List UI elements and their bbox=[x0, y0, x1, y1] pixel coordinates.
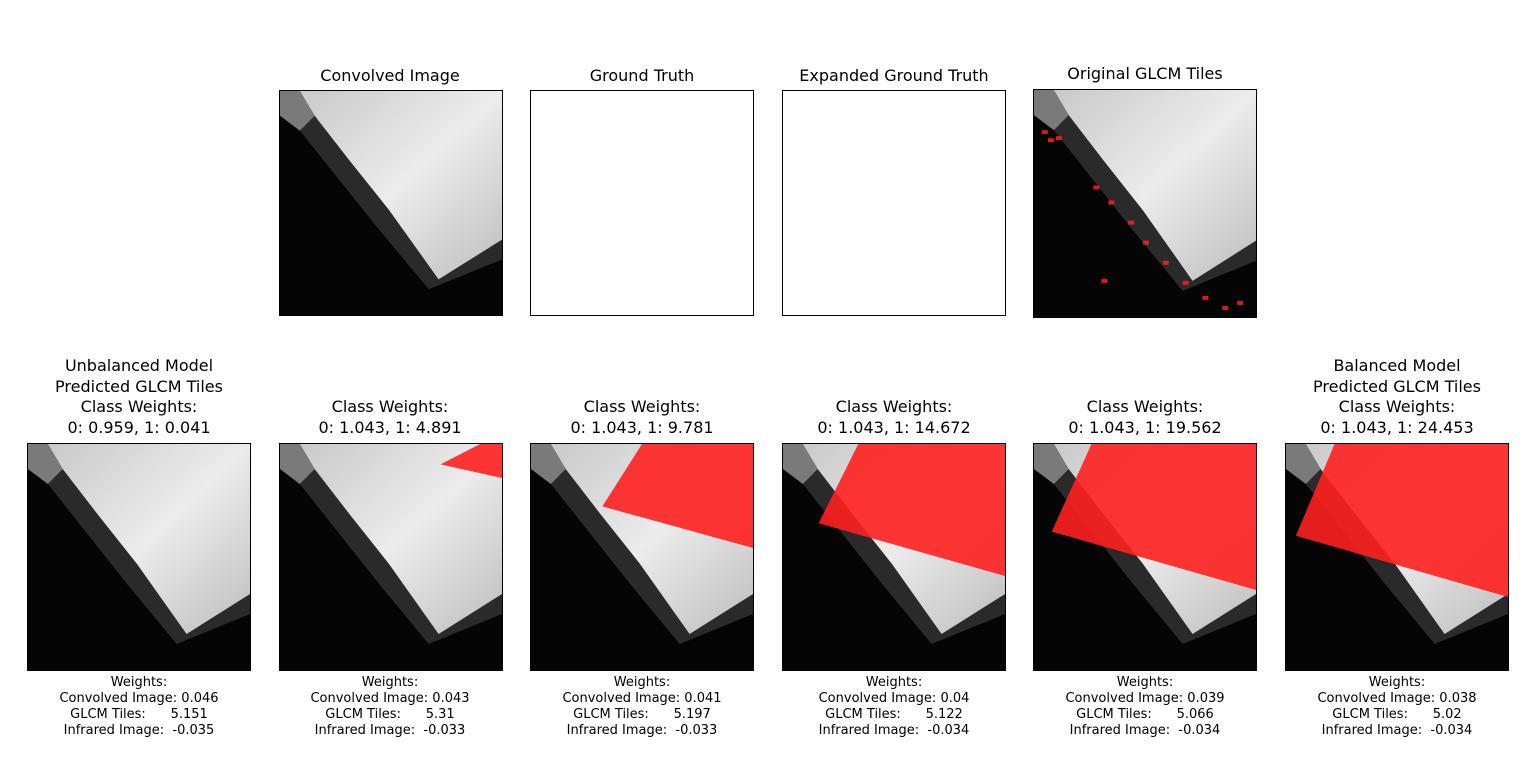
panel-title-class-weights-2: Class Weights: 0: 1.043, 1: 4.891 bbox=[318, 397, 462, 437]
weights-caption-6: Weights: Convolved Image: 0.038 GLCM Til… bbox=[1317, 675, 1477, 738]
top-left-gray bbox=[280, 444, 315, 484]
speckle-2 bbox=[1055, 136, 1062, 141]
prediction-image-1 bbox=[28, 444, 250, 670]
panel-title-unbalanced-model: Unbalanced Model Predicted GLCM Tiles Cl… bbox=[55, 356, 223, 437]
weights-caption-2: Weights: Convolved Image: 0.043 GLCM Til… bbox=[310, 675, 470, 738]
prediction-panel-2 bbox=[279, 443, 503, 671]
speckle-3 bbox=[1093, 185, 1100, 190]
convolved-image-panel bbox=[279, 90, 503, 316]
panel-title-class-weights-5: Class Weights: 0: 1.043, 1: 19.562 bbox=[1068, 397, 1222, 437]
prediction-image-6 bbox=[1286, 444, 1508, 670]
predicted-overlay bbox=[440, 444, 502, 478]
weights-caption-5: Weights: Convolved Image: 0.039 GLCM Til… bbox=[1065, 675, 1225, 738]
original-glcm-image bbox=[1034, 90, 1256, 317]
panel-title-ground-truth: Ground Truth bbox=[589, 66, 695, 85]
speckle-9 bbox=[1202, 295, 1209, 300]
prediction-panel-5 bbox=[1033, 443, 1257, 671]
speckle-10 bbox=[1222, 305, 1229, 310]
speckle-5 bbox=[1128, 220, 1135, 225]
bright-region bbox=[47, 444, 250, 634]
panel-title-original-glcm-tiles: Original GLCM Tiles bbox=[1067, 64, 1223, 83]
weights-caption-1: Weights: Convolved Image: 0.046 GLCM Til… bbox=[59, 675, 219, 738]
top-left-gray bbox=[1286, 444, 1321, 484]
prediction-image-5 bbox=[1034, 444, 1256, 670]
prediction-image-2 bbox=[280, 444, 502, 670]
top-left-gray bbox=[531, 444, 566, 484]
bright-region bbox=[1053, 90, 1256, 281]
panel-title-convolved-image: Convolved Image bbox=[320, 66, 460, 85]
ground-truth-panel bbox=[530, 90, 754, 316]
top-left-gray bbox=[1034, 90, 1069, 131]
prediction-panel-6 bbox=[1285, 443, 1509, 671]
bright-region bbox=[299, 444, 502, 634]
convolved-image bbox=[280, 91, 502, 315]
speckle-11 bbox=[1237, 300, 1244, 305]
predicted-overlay bbox=[1295, 444, 1508, 597]
speckle-7 bbox=[1162, 260, 1169, 265]
prediction-panel-3 bbox=[530, 443, 754, 671]
prediction-panel-1 bbox=[27, 443, 251, 671]
panel-title-class-weights-4: Class Weights: 0: 1.043, 1: 14.672 bbox=[817, 397, 971, 437]
speckle-12 bbox=[1101, 278, 1108, 283]
predicted-overlay bbox=[602, 444, 753, 548]
top-left-gray bbox=[783, 444, 818, 484]
original-glcm-tiles-panel bbox=[1033, 89, 1257, 318]
weights-caption-4: Weights: Convolved Image: 0.04 GLCM Tile… bbox=[818, 675, 970, 738]
weights-caption-3: Weights: Convolved Image: 0.041 GLCM Til… bbox=[562, 675, 722, 738]
predicted-overlay bbox=[1051, 444, 1256, 590]
speckle-6 bbox=[1143, 240, 1149, 245]
top-left-gray bbox=[28, 444, 63, 484]
speckle-1 bbox=[1047, 138, 1054, 143]
speckle-0 bbox=[1041, 130, 1048, 135]
expanded-ground-truth-panel bbox=[782, 90, 1006, 316]
top-left-gray bbox=[280, 91, 315, 131]
panel-title-balanced-model: Balanced Model Predicted GLCM Tiles Clas… bbox=[1313, 356, 1481, 437]
predicted-overlay bbox=[818, 444, 1005, 576]
panel-title-class-weights-3: Class Weights: 0: 1.043, 1: 9.781 bbox=[570, 397, 714, 437]
bright-region bbox=[299, 91, 502, 280]
speckle-8 bbox=[1182, 280, 1189, 285]
panel-title-expanded-ground-truth: Expanded Ground Truth bbox=[799, 66, 989, 85]
prediction-image-4 bbox=[783, 444, 1005, 670]
prediction-panel-4 bbox=[782, 443, 1006, 671]
prediction-image-3 bbox=[531, 444, 753, 670]
speckle-4 bbox=[1108, 200, 1115, 205]
top-left-gray bbox=[1034, 444, 1069, 484]
